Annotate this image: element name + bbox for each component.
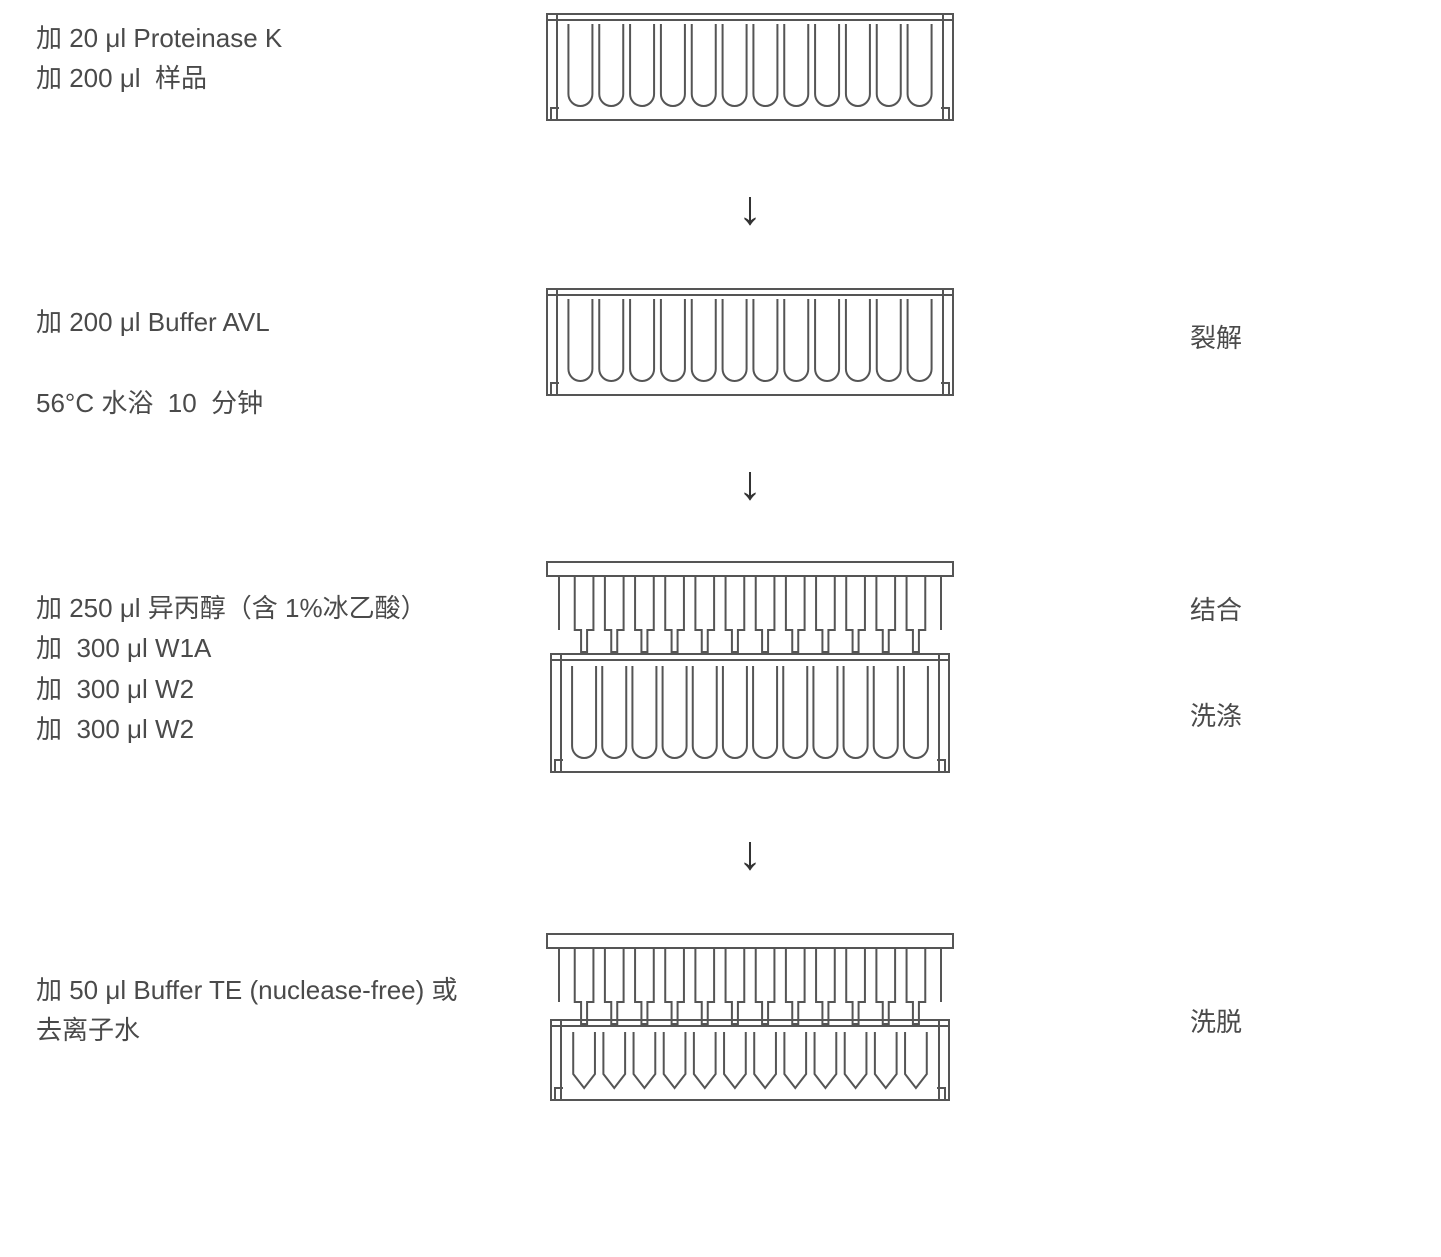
step2-right-label: 裂解 [1190, 318, 1410, 358]
arrow-3: ↓ [500, 830, 1000, 878]
step2-graphic [500, 285, 1000, 410]
step3-graphic [500, 558, 1000, 778]
step3-right-label-a: 结合 [1190, 590, 1410, 630]
step4-right-label: 洗脱 [1190, 1002, 1410, 1042]
step2-left-text: 加 200 μl Buffer AVL 56°C 水浴 10 分钟 [36, 302, 496, 423]
step1-left-text: 加 20 μl Proteinase K 加 200 μl 样品 [36, 18, 496, 99]
step3-left-text: 加 250 μl 异丙醇（含 1%冰乙酸） 加 300 μl W1A 加 300… [36, 588, 496, 749]
step4-graphic [500, 930, 1000, 1105]
step4-left-text: 加 50 μl Buffer TE (nuclease-free) 或 去离子水 [36, 970, 496, 1051]
arrow-1: ↓ [500, 185, 1000, 233]
step1-graphic [500, 10, 1000, 135]
arrow-2: ↓ [500, 460, 1000, 508]
step3-right-label-b: 洗涤 [1190, 696, 1410, 736]
